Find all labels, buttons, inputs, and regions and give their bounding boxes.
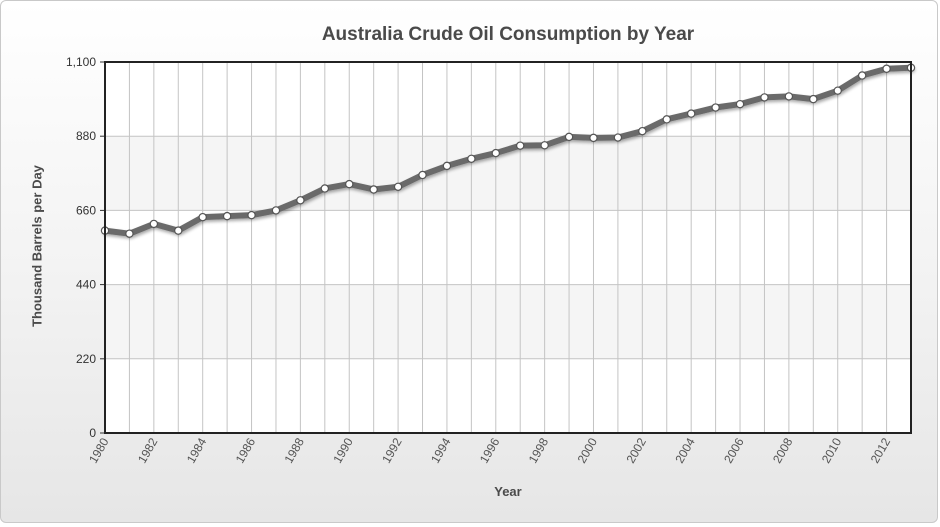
data-point xyxy=(271,206,281,215)
y-tick-labels: 0 220 440 660 880 1,100 xyxy=(66,55,96,440)
data-point xyxy=(222,211,232,221)
x-tick-group: 1994 xyxy=(428,435,454,465)
data-point xyxy=(686,109,696,118)
x-tick-group: 1996 xyxy=(477,435,503,465)
data-point xyxy=(857,71,867,80)
x-tick-label: 1988 xyxy=(282,435,308,465)
plot-frame xyxy=(104,61,912,434)
y-tick-label: 880 xyxy=(76,129,96,143)
data-point xyxy=(784,92,794,101)
x-tick-label: 1984 xyxy=(184,435,210,465)
data-point xyxy=(198,212,207,222)
x-tick-label: 1994 xyxy=(428,435,454,465)
data-point xyxy=(149,219,159,229)
x-tick-label: 1990 xyxy=(330,435,356,465)
data-point xyxy=(467,154,476,163)
y-tick-label: 1,100 xyxy=(66,55,96,69)
x-tick-group: 1992 xyxy=(379,435,405,465)
x-tick-label: 2000 xyxy=(575,435,601,465)
x-tick-label: 1998 xyxy=(526,435,552,465)
chart-title: Australia Crude Oil Consumption by Year xyxy=(321,24,695,45)
marker-group xyxy=(100,63,916,238)
data-point xyxy=(247,210,256,220)
data-point xyxy=(809,94,818,104)
x-tick-group: 1986 xyxy=(233,435,259,465)
data-point xyxy=(882,64,891,73)
data-point xyxy=(540,141,549,150)
data-point xyxy=(516,141,525,150)
series-line xyxy=(102,64,914,237)
data-point xyxy=(442,161,452,171)
x-tick-group: 2010 xyxy=(819,435,845,465)
series-group xyxy=(102,64,914,237)
data-point xyxy=(345,179,354,189)
y-tick-label: 220 xyxy=(76,352,96,366)
x-tick-label: 1996 xyxy=(477,435,503,465)
data-point xyxy=(833,86,842,95)
x-tick-label: 1982 xyxy=(135,435,161,465)
x-tick-group: 1984 xyxy=(184,435,210,465)
x-tick-label: 2008 xyxy=(770,435,796,465)
x-tick-group: 1988 xyxy=(282,435,308,465)
plot-background xyxy=(105,62,911,433)
plot-band xyxy=(105,284,911,359)
x-tick-label: 2010 xyxy=(819,435,845,465)
x-tick-label: 2012 xyxy=(868,435,894,465)
data-point xyxy=(589,133,598,143)
data-point xyxy=(711,103,720,112)
x-tick-label: 1992 xyxy=(379,435,405,465)
x-axis-title: Year xyxy=(494,484,522,499)
x-tick-label: 2006 xyxy=(721,435,747,465)
data-point xyxy=(320,184,330,193)
x-tick-group: 2002 xyxy=(623,435,649,465)
data-point xyxy=(369,185,378,194)
x-tick-labels: 1980 1982 1984 1986 1988 1990 1992 1994 1996 1998… xyxy=(86,435,893,465)
x-tick-group: 2006 xyxy=(721,435,747,465)
data-point xyxy=(662,115,671,124)
data-point xyxy=(613,133,623,142)
data-point xyxy=(393,182,403,191)
x-tick-group: 1990 xyxy=(330,435,356,465)
x-tick-group: 2012 xyxy=(868,435,894,465)
y-tick-label: 0 xyxy=(89,426,96,440)
x-tick-label: 1986 xyxy=(233,435,259,465)
data-point xyxy=(760,93,769,102)
plot-area xyxy=(105,62,911,433)
plot-border xyxy=(104,61,912,434)
x-tick-group: 1998 xyxy=(526,435,552,465)
data-point xyxy=(125,229,134,238)
data-point xyxy=(491,148,500,158)
data-point xyxy=(174,226,183,235)
data-point xyxy=(418,170,427,180)
data-point xyxy=(638,126,647,136)
x-tick-label: 2004 xyxy=(672,435,698,465)
x-tick-group: 2000 xyxy=(575,435,601,465)
x-tick-group: 2008 xyxy=(770,435,796,465)
x-tick-group: 2004 xyxy=(672,435,698,465)
y-tick-label: 440 xyxy=(76,278,96,292)
data-point xyxy=(296,196,305,205)
data-point xyxy=(564,132,574,142)
y-tick-label: 660 xyxy=(76,203,96,217)
x-tick-label: 2002 xyxy=(623,435,649,465)
x-tick-group: 1982 xyxy=(135,435,161,465)
data-point xyxy=(735,99,745,109)
